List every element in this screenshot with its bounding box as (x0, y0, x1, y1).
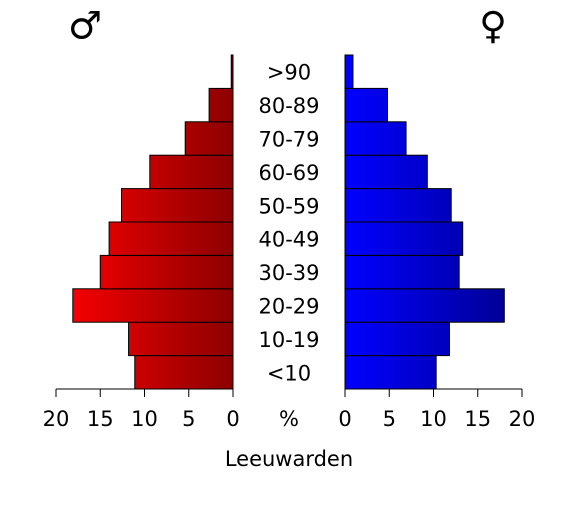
x-tick-label: 20 (43, 407, 70, 431)
bar (344, 288, 505, 323)
bar (344, 154, 428, 190)
legend-symbol: ♀ (479, 4, 507, 48)
category-label: 10-19 (258, 328, 319, 352)
bar (134, 355, 234, 390)
category-label: >90 (267, 61, 311, 85)
x-axis-label: % (279, 407, 299, 431)
bar (208, 87, 234, 123)
bar (120, 188, 234, 223)
x-tick-label: 10 (420, 407, 447, 431)
category-label: <10 (267, 361, 311, 385)
category-label: 60-69 (258, 161, 319, 185)
chart-title: Leeuwarden (225, 447, 353, 471)
x-tick-label: 0 (338, 407, 351, 431)
bar (149, 154, 234, 190)
bar (344, 188, 452, 223)
bar (72, 288, 234, 323)
bar (344, 221, 464, 256)
bar (184, 121, 234, 156)
category-label: 80-89 (258, 94, 319, 118)
x-tick-label: 10 (131, 407, 158, 431)
category-label: 40-49 (258, 228, 319, 252)
bar (108, 221, 234, 256)
x-tick-label: 15 (464, 407, 491, 431)
x-tick-label: 5 (383, 407, 396, 431)
x-tick-label: 5 (182, 407, 195, 431)
bar (344, 121, 407, 156)
bar (344, 87, 388, 123)
x-tick-label: 20 (509, 407, 536, 431)
legend-symbol: ♂ (68, 4, 102, 48)
category-label: 70-79 (258, 128, 319, 152)
bar (344, 355, 437, 390)
category-label: 20-29 (258, 295, 319, 319)
bar (344, 254, 460, 290)
x-tick-label: 0 (226, 407, 239, 431)
bar (230, 54, 234, 89)
category-label: 30-39 (258, 261, 319, 285)
x-tick-label: 15 (87, 407, 114, 431)
bar (344, 54, 354, 89)
bar (344, 321, 450, 357)
bar (99, 254, 234, 290)
bar (128, 321, 234, 357)
category-label: 50-59 (258, 194, 319, 218)
